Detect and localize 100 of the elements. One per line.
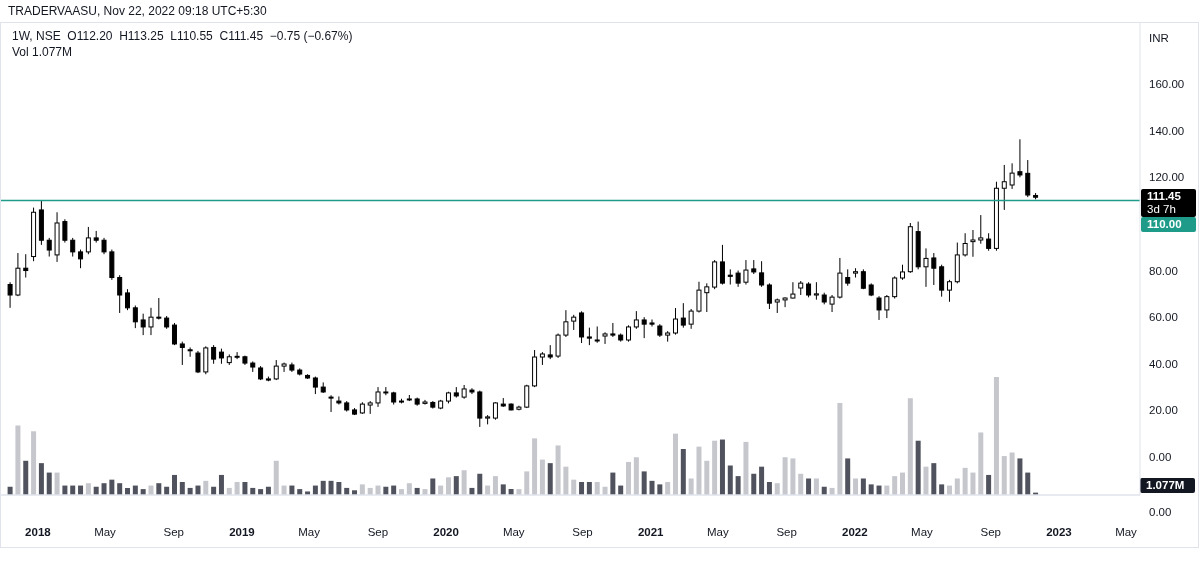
bar: [453, 476, 459, 495]
candlestick: [649, 318, 655, 327]
bar: [500, 484, 506, 495]
bar: [712, 440, 718, 495]
candlestick: [234, 351, 240, 360]
candlestick: [931, 252, 937, 286]
x-tick-label: May: [706, 526, 729, 538]
bar: [406, 483, 412, 495]
candlestick: [1025, 159, 1031, 198]
y-tick-label: 60.00: [1149, 311, 1178, 324]
x-tick-label: May: [94, 526, 117, 538]
bar: [328, 480, 334, 495]
bar: [218, 474, 224, 495]
bar: [900, 472, 905, 495]
bar: [915, 440, 921, 495]
bar: [46, 472, 52, 495]
bar: [445, 477, 451, 495]
bar: [719, 439, 725, 495]
candlestick: [328, 394, 334, 413]
text: 1W, NSE O112.20 H113.25 L110.55 C111.45 −0.75 (−0.67%): [12, 29, 353, 43]
bar: [845, 458, 851, 495]
bar: [727, 465, 733, 495]
bar: [156, 483, 162, 495]
candlestick: [46, 237, 52, 258]
x-tick-label: 2021: [637, 526, 665, 538]
x-tick-label: 2023: [1046, 526, 1072, 538]
bar: [532, 438, 538, 495]
y-tick-label: 120.00: [1149, 171, 1185, 184]
candlestick: [790, 281, 796, 300]
candlestick: [884, 294, 890, 319]
bar: [524, 471, 530, 495]
candlestick: [148, 307, 154, 336]
bar: [641, 471, 647, 495]
candlestick: [970, 229, 976, 258]
bar: [649, 480, 655, 495]
candlestick: [187, 346, 193, 358]
x-tick-label: 2022: [842, 526, 868, 538]
bar: [782, 457, 788, 495]
x-tick-label: Sep: [776, 526, 797, 538]
bar: [1001, 456, 1007, 495]
bar: [477, 473, 483, 495]
candlestick: [688, 308, 694, 330]
bar: [579, 482, 585, 495]
bar: [234, 482, 240, 495]
y-tick-label: 0.00: [1149, 451, 1172, 464]
candlestick: [78, 249, 84, 269]
candlestick: [125, 288, 131, 311]
candlestick: [62, 218, 68, 244]
bar: [203, 480, 209, 495]
bar: [38, 463, 44, 495]
bar: [31, 431, 37, 495]
ref-line-label: 110.00: [1147, 218, 1182, 231]
x-tick-label: Sep: [572, 526, 593, 538]
bar: [860, 478, 866, 495]
bar: [735, 476, 741, 495]
candlestick: [602, 331, 608, 345]
bar: [954, 478, 960, 495]
bar: [813, 478, 819, 495]
candlestick: [563, 309, 569, 338]
bar: [766, 482, 772, 495]
candlestick: [680, 302, 686, 329]
bar: [774, 483, 780, 495]
candlestick: [946, 279, 952, 303]
x-tick-label: 2018: [25, 526, 52, 538]
candlestick: [876, 295, 882, 321]
bar: [23, 460, 29, 495]
bar: [704, 460, 710, 495]
bar: [837, 402, 843, 495]
bar: [555, 445, 561, 495]
candlestick: [1009, 162, 1015, 190]
bar: [798, 473, 804, 495]
bar: [751, 473, 757, 495]
bar: [633, 457, 639, 495]
bar: [1017, 458, 1023, 495]
x-tick-label: 2020: [433, 526, 459, 538]
candlestick: [1001, 164, 1007, 211]
candlestick: [132, 305, 138, 329]
candlestick: [672, 307, 678, 336]
bar: [939, 484, 945, 495]
bar: [492, 476, 498, 495]
y-tick-label: 80.00: [1149, 264, 1178, 277]
candlestick: [179, 341, 185, 366]
bar: [931, 463, 937, 495]
bar: [571, 479, 577, 495]
candlestick: [140, 313, 146, 336]
candlestick: [281, 362, 287, 373]
candlestick: [85, 226, 91, 255]
x-tick-label: Sep: [163, 526, 185, 538]
bar: [461, 470, 467, 495]
text: 3d 7h: [1147, 203, 1176, 216]
candlestick: [641, 316, 647, 339]
x-tick-label: May: [1115, 526, 1138, 538]
candlestick: [336, 395, 342, 406]
bar: [688, 478, 694, 495]
y-tick-label: 20.00: [1149, 404, 1178, 417]
candlestick: [759, 260, 765, 288]
bar: [109, 479, 115, 495]
candlestick: [719, 244, 725, 286]
x-tick-label: May: [298, 526, 321, 538]
candlestick: [23, 253, 29, 279]
